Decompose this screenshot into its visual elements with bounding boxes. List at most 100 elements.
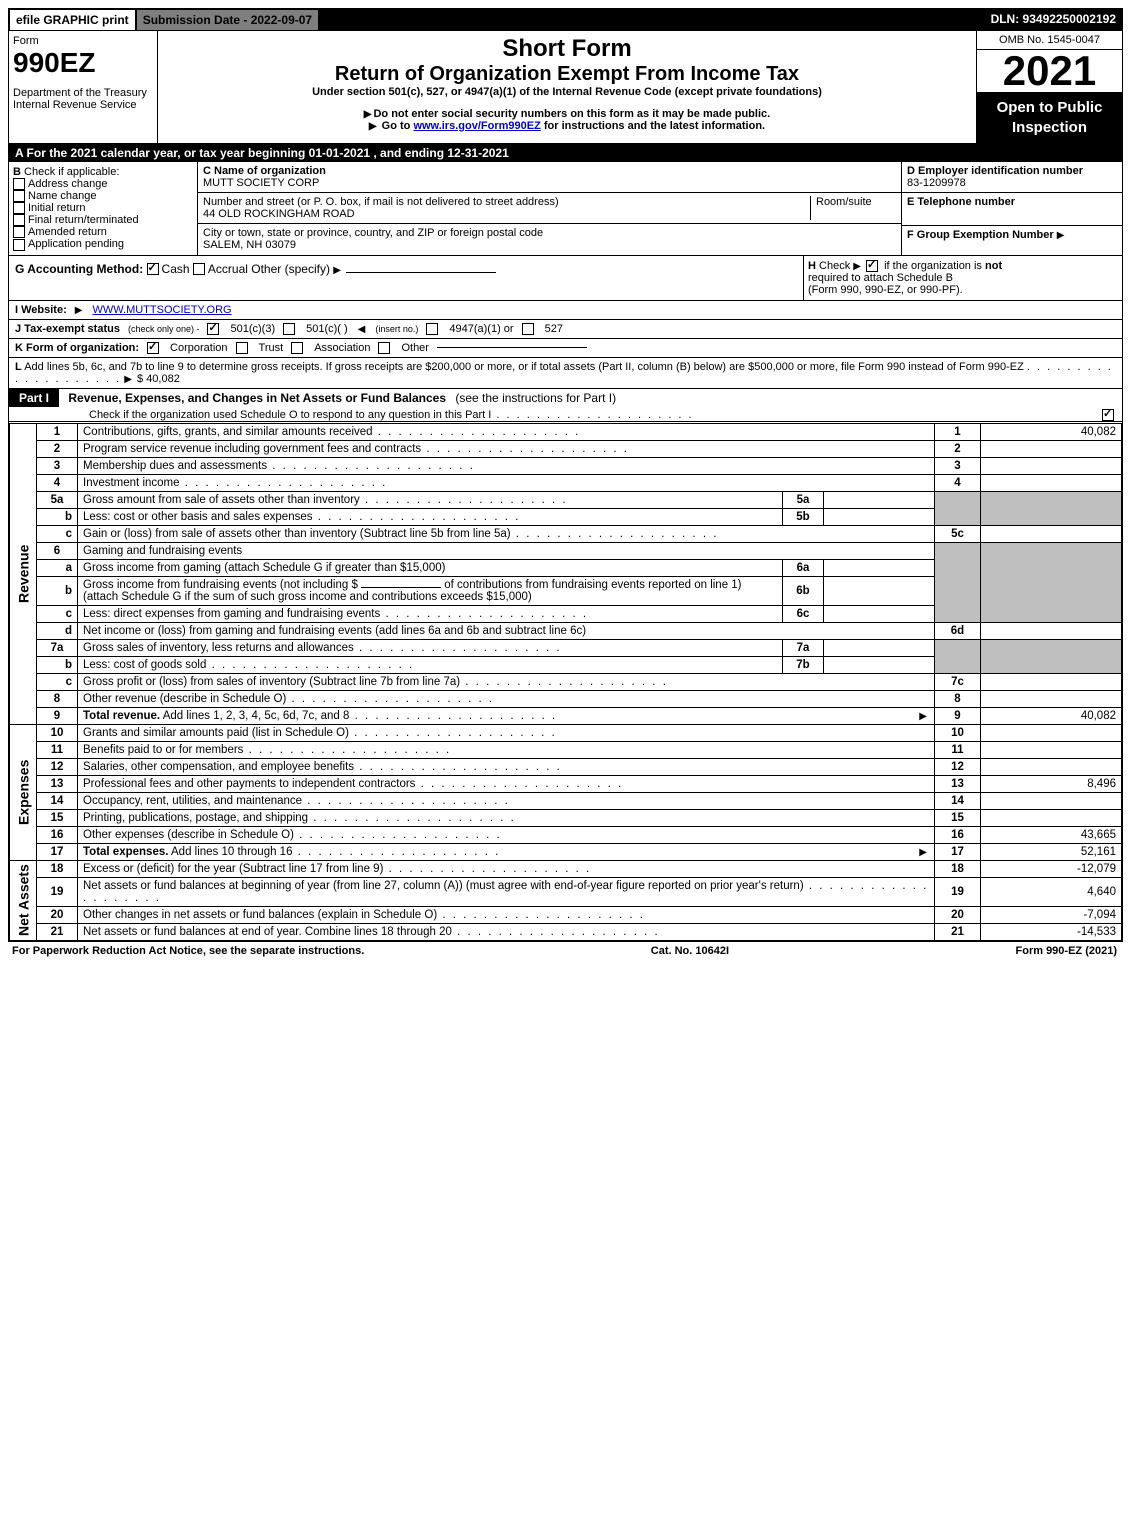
city-value: SALEM, NH 03079 — [203, 239, 296, 251]
checkbox-trust[interactable] — [236, 342, 248, 354]
h-not: not — [985, 260, 1002, 272]
l19-val: 4,640 — [981, 877, 1122, 906]
b-label: B — [13, 166, 21, 178]
other-arrow-icon — [333, 262, 343, 276]
l14-desc: Occupancy, rent, utilities, and maintena… — [83, 795, 302, 807]
submission-date: Submission Date - 2022-09-07 — [136, 9, 319, 31]
opt-4947: 4947(a)(1) or — [449, 323, 513, 335]
l6b-desc1: Gross income from fundraising events (no… — [83, 579, 358, 591]
checkbox-name-change[interactable] — [13, 190, 25, 202]
street-label: Number and street (or P. O. box, if mail… — [203, 196, 559, 208]
org-name: MUTT SOCIETY CORP — [203, 177, 319, 189]
l6d-val — [981, 622, 1122, 639]
part1-header-row: Part I Revenue, Expenses, and Changes in… — [9, 389, 1122, 422]
row-tax-exempt: J Tax-exempt status (check only one) - 5… — [9, 320, 1122, 339]
checkbox-corporation[interactable] — [147, 342, 159, 354]
l16-rn: 16 — [935, 826, 981, 843]
instruction-goto: Go to www.irs.gov/Form990EZ for instruct… — [162, 120, 972, 132]
l11-no: 11 — [37, 741, 78, 758]
vert-expenses: Expenses — [10, 724, 37, 860]
checkbox-cash[interactable] — [147, 263, 159, 275]
header-right: OMB No. 1545-0047 2021 Open to Public In… — [976, 31, 1122, 143]
checkbox-association[interactable] — [291, 342, 303, 354]
h-text3: required to attach Schedule B — [808, 272, 953, 284]
l19-no: 19 — [37, 877, 78, 906]
col-c: C Name of organization MUTT SOCIETY CORP… — [198, 162, 901, 255]
l-amount: $ 40,082 — [137, 373, 180, 385]
checkbox-4947[interactable] — [426, 323, 438, 335]
footer-center: Cat. No. 10642I — [651, 945, 729, 957]
checkbox-amended-return[interactable] — [13, 226, 25, 238]
l6d-rn: 6d — [935, 622, 981, 639]
checkbox-501c3[interactable] — [207, 323, 219, 335]
l11-val — [981, 741, 1122, 758]
l8-rn: 8 — [935, 690, 981, 707]
footer: For Paperwork Reduction Act Notice, see … — [8, 942, 1121, 960]
opt-name: Name change — [28, 190, 97, 202]
l6a-no: a — [37, 559, 78, 576]
l21-desc: Net assets or fund balances at end of ye… — [83, 926, 452, 938]
opt-amended: Amended return — [28, 226, 107, 238]
checkbox-accrual[interactable] — [193, 263, 205, 275]
l6c-mn: 6c — [783, 605, 824, 622]
vert-netassets: Net Assets — [10, 860, 37, 940]
l18-no: 18 — [37, 860, 78, 877]
opt-pending: Application pending — [28, 238, 124, 250]
form-label: Form — [13, 35, 153, 47]
l5c-val — [981, 525, 1122, 542]
checkbox-h[interactable] — [866, 260, 878, 272]
l1-no: 1 — [37, 423, 78, 440]
checkbox-application-pending[interactable] — [13, 239, 25, 251]
open-public-badge: Open to Public Inspection — [977, 92, 1122, 143]
l5c-desc: Gain or (loss) from sale of assets other… — [83, 528, 511, 540]
irs-link[interactable]: www.irs.gov/Form990EZ — [413, 120, 540, 132]
tax-year: 2021 — [977, 50, 1122, 92]
l7b-mn: 7b — [783, 656, 824, 673]
l6d-no: d — [37, 622, 78, 639]
checkbox-part1-scheduleo[interactable] — [1102, 409, 1114, 421]
l5c-rn: 5c — [935, 525, 981, 542]
l3-desc: Membership dues and assessments — [83, 460, 267, 472]
street-value: 44 OLD ROCKINGHAM ROAD — [203, 208, 355, 220]
l12-desc: Salaries, other compensation, and employ… — [83, 761, 354, 773]
checkbox-other-org[interactable] — [378, 342, 390, 354]
l5c-no: c — [37, 525, 78, 542]
checkbox-527[interactable] — [522, 323, 534, 335]
checkbox-final-return[interactable] — [13, 214, 25, 226]
section-a: A For the 2021 calendar year, or tax yea… — [9, 144, 1122, 162]
l9-rn: 9 — [935, 707, 981, 724]
website-link[interactable]: WWW.MUTTSOCIETY.ORG — [92, 304, 231, 316]
l1-desc: Contributions, gifts, grants, and simila… — [83, 426, 373, 438]
l8-no: 8 — [37, 690, 78, 707]
footer-left: For Paperwork Reduction Act Notice, see … — [12, 945, 364, 957]
l6c-desc: Less: direct expenses from gaming and fu… — [83, 608, 380, 620]
l11-desc: Benefits paid to or for members — [83, 744, 243, 756]
h-text4: (Form 990, 990-EZ, or 990-PF). — [808, 284, 963, 296]
l10-desc: Grants and similar amounts paid (list in… — [83, 727, 349, 739]
l2-val — [981, 440, 1122, 457]
checkbox-address-change[interactable] — [13, 178, 25, 190]
opt-accrual: Accrual — [208, 262, 248, 276]
phone-label: E Telephone number — [907, 196, 1015, 208]
l4-desc: Investment income — [83, 477, 180, 489]
efile-button[interactable]: efile GRAPHIC print — [9, 9, 136, 31]
checkbox-initial-return[interactable] — [13, 202, 25, 214]
opt-other-specify: Other (specify) — [251, 262, 330, 276]
top-bar: efile GRAPHIC print Submission Date - 20… — [9, 9, 1122, 31]
checkbox-501c[interactable] — [283, 323, 295, 335]
dln-label: DLN: 93492250002192 — [985, 9, 1122, 31]
goto-post: for instructions and the latest informat… — [544, 120, 765, 132]
l7c-no: c — [37, 673, 78, 690]
l16-no: 16 — [37, 826, 78, 843]
form-container: efile GRAPHIC print Submission Date - 20… — [8, 8, 1123, 942]
l4-no: 4 — [37, 474, 78, 491]
l19-rn: 19 — [935, 877, 981, 906]
h-text2: if the organization is — [884, 260, 982, 272]
l7a-no: 7a — [37, 639, 78, 656]
l13-val: 8,496 — [981, 775, 1122, 792]
l7c-val — [981, 673, 1122, 690]
l6c-mv — [824, 605, 935, 622]
l6c-no: c — [37, 605, 78, 622]
l20-desc: Other changes in net assets or fund bala… — [83, 909, 437, 921]
l21-no: 21 — [37, 923, 78, 940]
